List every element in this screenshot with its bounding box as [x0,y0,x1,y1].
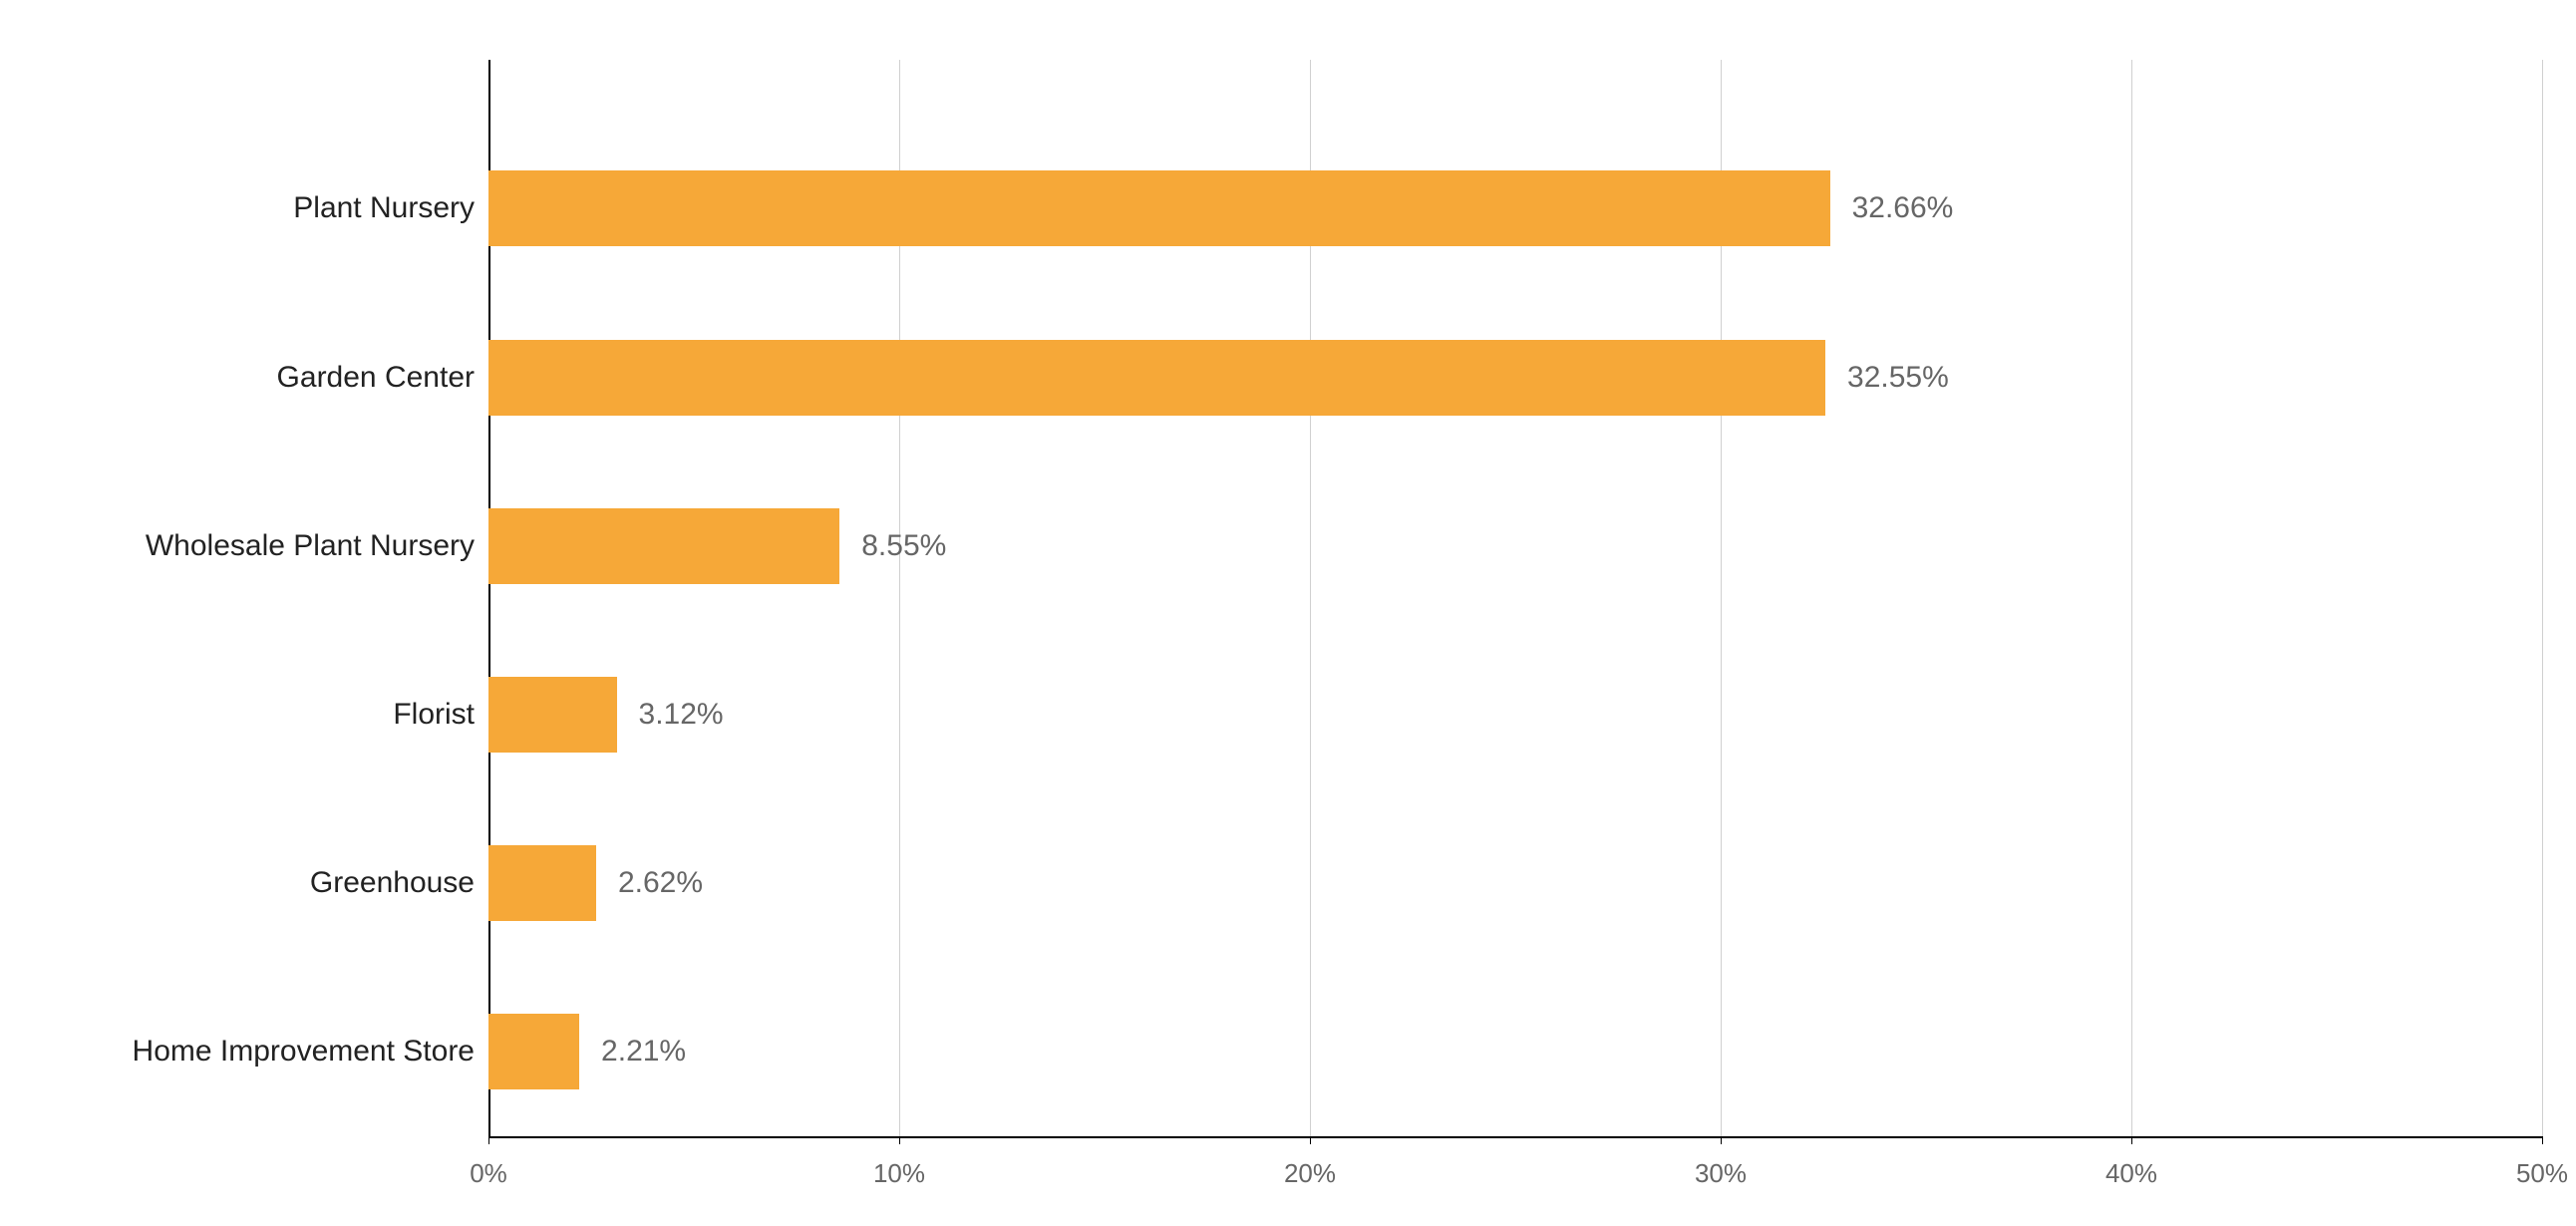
value-label: 8.55% [861,529,946,563]
x-axis-tick-label: 20% [1284,1158,1336,1189]
value-label: 32.55% [1847,361,1949,395]
category-label: Garden Center [277,361,488,395]
x-axis-tick [2542,1136,2543,1144]
value-label: 2.21% [601,1035,686,1069]
bar [488,845,596,921]
x-axis-tick-label: 0% [470,1158,507,1189]
category-label: Home Improvement Store [133,1035,488,1069]
plot-area: 0%10%20%30%40%50%Plant Nursery32.66%Gard… [488,60,2542,1136]
bar [488,508,839,584]
category-label: Florist [393,698,488,732]
x-axis-tick-label: 50% [2516,1158,2568,1189]
x-axis-line [488,1136,2542,1138]
bar [488,170,1830,246]
x-axis-tick-label: 40% [2105,1158,2157,1189]
grid-line [2131,60,2132,1136]
category-label: Wholesale Plant Nursery [146,529,488,563]
bar [488,677,617,753]
value-label: 2.62% [618,866,703,900]
x-axis-tick-label: 10% [873,1158,925,1189]
bar [488,1014,579,1089]
grid-line [2542,60,2543,1136]
category-label: Plant Nursery [293,191,488,225]
chart-container: 0% 10% 20% 30% 40% 50% Plant Nursery 32.66% Gard… [0,0,2576,1226]
value-label: 3.12% [639,698,724,732]
x-axis-tick-label: 30% [1695,1158,1747,1189]
value-label: 32.66% [1852,191,1954,225]
bar [488,340,1825,416]
category-label: Greenhouse [310,866,488,900]
